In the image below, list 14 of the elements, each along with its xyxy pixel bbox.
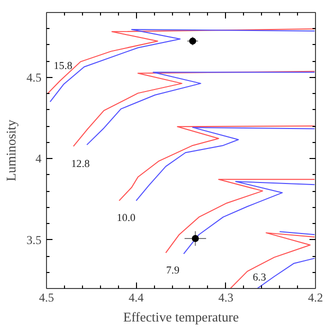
x-axis-title: Effective temperature: [123, 310, 239, 324]
y-tick-label: 4: [36, 152, 42, 166]
y-tick-label: 3.5: [26, 232, 42, 247]
y-tick-label: 4.5: [26, 70, 42, 84]
x-tick-label: 4.2: [308, 290, 323, 304]
x-tick-label: 4.5: [39, 290, 54, 304]
x-tick-label: 4.4: [128, 290, 144, 304]
annotation: 15.8: [54, 60, 72, 72]
annotation: 7.9: [166, 265, 180, 276]
y-axis-title: Luminosity: [4, 119, 18, 182]
x-tick-label: 4.3: [218, 290, 234, 304]
annotation: 6.3: [252, 272, 266, 284]
annotation: 12.8: [71, 158, 90, 170]
annotation: 10.0: [116, 213, 136, 224]
